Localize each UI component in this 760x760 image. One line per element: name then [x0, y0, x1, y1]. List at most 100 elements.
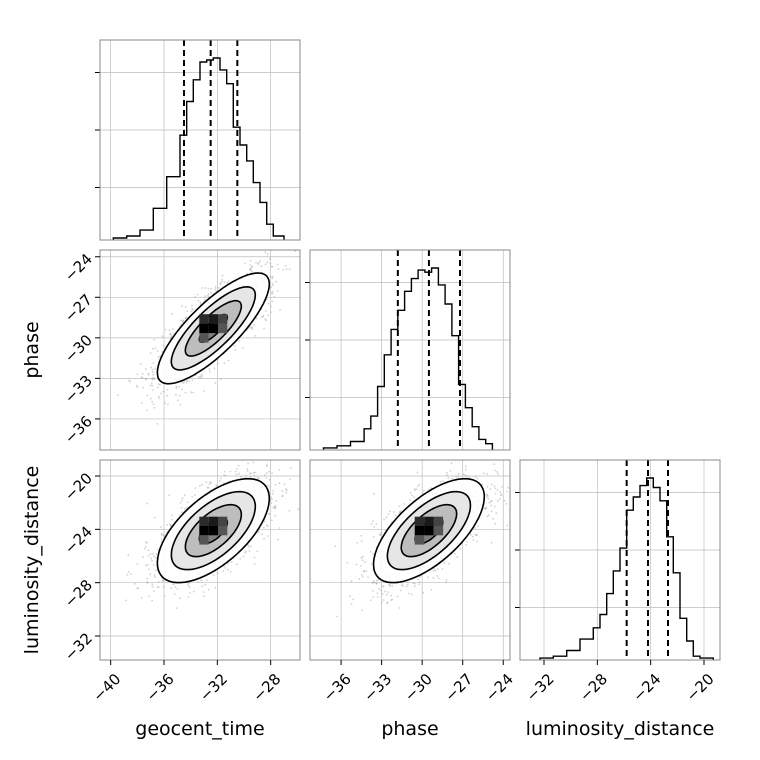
sample-point [240, 475, 243, 478]
sample-point [271, 290, 274, 293]
sample-point [466, 540, 469, 543]
sample-point [439, 480, 442, 483]
sample-point [145, 564, 147, 567]
sample-point [457, 475, 460, 478]
sample-point [147, 549, 150, 552]
sample-point [172, 328, 174, 330]
sample-point [176, 588, 179, 590]
histogram-panel-phase [305, 249, 511, 451]
sample-point [249, 472, 252, 475]
sample-point [204, 298, 206, 301]
sample-point [418, 581, 421, 583]
sample-point [434, 570, 437, 572]
density-cell [208, 314, 218, 324]
sample-point [355, 563, 358, 566]
density-cell [218, 526, 228, 536]
sample-point [288, 268, 291, 271]
sample-point [201, 585, 204, 588]
sample-point [214, 382, 217, 384]
sample-point [266, 525, 269, 527]
sample-point [210, 287, 213, 290]
sample-point [156, 350, 159, 352]
sample-point [137, 587, 140, 590]
sample-point [250, 268, 252, 271]
sample-point [346, 561, 349, 564]
sample-point [270, 519, 273, 522]
sample-point [208, 368, 211, 370]
scatter-panel-geocent-time-vs-phase [99, 249, 301, 451]
scatter-panel-phase-vs-luminosity-distance [309, 459, 511, 661]
sample-point [264, 263, 267, 266]
sample-point [249, 267, 252, 270]
histogram-step [539, 477, 714, 660]
sample-point [151, 378, 154, 381]
sample-point [442, 480, 445, 483]
sample-point [182, 320, 184, 322]
sample-point [153, 574, 156, 576]
sample-point [152, 389, 154, 391]
sample-point [266, 298, 268, 301]
sample-point [486, 485, 489, 488]
sample-point [168, 494, 171, 497]
sample-point [181, 305, 183, 308]
sample-point [505, 490, 508, 493]
sample-point [147, 568, 150, 571]
sample-point [265, 310, 267, 312]
sample-point [191, 379, 194, 382]
density-cell [218, 314, 228, 324]
sample-point [266, 524, 269, 527]
sample-point [226, 282, 229, 284]
sample-point [432, 569, 435, 572]
sample-point [268, 478, 271, 481]
sample-point [361, 576, 364, 578]
sample-point [363, 570, 365, 573]
sample-point [157, 581, 160, 583]
sample-point [360, 565, 362, 567]
sample-point [377, 596, 379, 598]
sample-point [151, 559, 154, 562]
sample-point [207, 293, 210, 295]
sample-point [270, 265, 273, 268]
sample-point [153, 590, 156, 593]
sample-point [385, 516, 388, 519]
panel-frame [99, 459, 301, 661]
sample-point [151, 585, 154, 588]
sample-point [382, 599, 385, 601]
histogram-panel-geocent-time [95, 39, 301, 241]
sample-point [234, 349, 237, 351]
sample-point [260, 316, 263, 318]
sample-point [380, 533, 382, 536]
sample-point [443, 561, 446, 564]
sample-point [142, 386, 145, 389]
sample-point [145, 377, 148, 380]
density-cell [208, 516, 218, 526]
sample-point [398, 511, 401, 513]
sample-point [381, 601, 383, 604]
sample-point [271, 266, 274, 268]
sample-point [350, 603, 353, 605]
sample-point [485, 493, 488, 496]
sample-point [451, 477, 454, 480]
sample-point [181, 381, 184, 384]
sample-point [174, 585, 177, 588]
sample-point [468, 476, 470, 479]
sample-point [496, 489, 499, 492]
sample-point [455, 476, 457, 478]
sample-point [133, 582, 136, 585]
sample-point [163, 595, 166, 598]
sample-point [201, 484, 203, 486]
sample-point [126, 573, 129, 576]
sample-point [147, 373, 150, 376]
sample-point [271, 498, 273, 501]
sample-point [363, 561, 366, 564]
sample-point [266, 464, 268, 466]
sample-point [204, 287, 207, 289]
sample-point [284, 488, 287, 490]
sample-point [490, 504, 493, 507]
sample-point [130, 573, 133, 576]
sample-point [475, 534, 478, 536]
sample-point [234, 345, 236, 347]
sample-point [164, 402, 166, 405]
sample-point [224, 566, 227, 569]
sample-point [136, 587, 139, 589]
